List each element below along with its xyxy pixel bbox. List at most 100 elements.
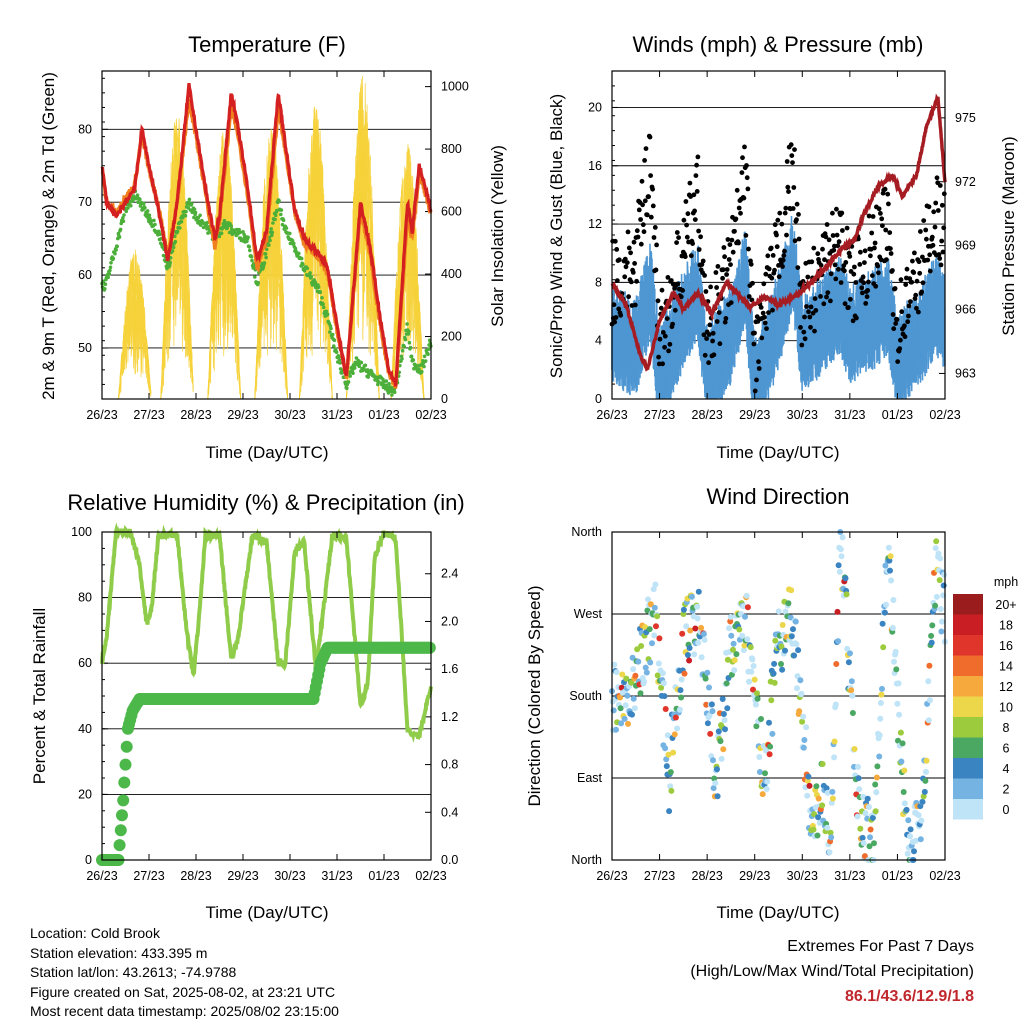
direction-point: [876, 732, 883, 739]
dewpoint-point: [138, 197, 142, 201]
wind-gust-point: [690, 241, 695, 247]
dewpoint-point: [329, 326, 333, 331]
dewpoint-point: [124, 209, 129, 214]
wind-gust-point: [635, 234, 641, 240]
wind-gust-point: [665, 275, 671, 280]
direction-frame: [611, 531, 946, 861]
winds-y2tick-label: 966: [955, 303, 976, 317]
direction-point: [867, 826, 874, 833]
wind-gust-point: [743, 233, 749, 238]
direction-point: [771, 679, 778, 686]
dewpoint-point: [108, 268, 112, 273]
direction-point: [845, 659, 852, 666]
wind-gust-point: [905, 319, 911, 325]
wind-gust-point: [882, 186, 888, 192]
dewpoint-point: [198, 213, 202, 218]
legend-label: 0: [1003, 803, 1010, 817]
recent-timestamp: Most recent data timestamp: 2025/08/02 2…: [30, 1003, 339, 1019]
direction-point: [768, 697, 775, 704]
wind-gust-point: [890, 312, 896, 317]
humidity-xtick-label: 02/23: [415, 869, 446, 883]
direction-point: [702, 675, 709, 682]
direction-point: [918, 817, 925, 824]
direction-point: [782, 647, 788, 654]
wind-gust-point: [858, 249, 863, 255]
winds-xtick-label: 27/23: [644, 408, 675, 422]
direction-point: [718, 755, 725, 762]
direction-point: [927, 697, 933, 704]
direction-point: [917, 836, 924, 843]
wind-gust-point: [694, 189, 700, 194]
dewpoint-point: [189, 202, 194, 206]
direction-point: [862, 810, 869, 817]
direction-point: [932, 545, 939, 552]
wind-gust-point: [654, 242, 659, 248]
wind-gust-point: [927, 268, 933, 274]
direction-point: [779, 622, 786, 628]
wind-gust-point: [836, 266, 841, 272]
temperature-frame: [101, 70, 432, 400]
direction-point: [635, 658, 642, 665]
direction-point: [740, 603, 747, 610]
wind-gust-point: [921, 218, 927, 224]
dewpoint-point: [111, 256, 116, 261]
direction-point: [891, 658, 897, 665]
direction-point: [806, 782, 813, 789]
dewpoint-point: [183, 213, 188, 218]
legend-swatch: [953, 799, 983, 820]
wind-gust-point: [756, 366, 762, 371]
wind-gust-point: [916, 259, 922, 265]
dewpoint-point: [299, 256, 304, 261]
dewpoint-point: [357, 364, 362, 369]
direction-point: [747, 644, 754, 651]
wind-gust-point: [643, 146, 649, 152]
wind-gust-point: [846, 305, 851, 310]
direction-ylabel-left: Direction (Colored By Speed): [525, 585, 544, 806]
wind-gust-point: [779, 221, 785, 227]
dewpoint-point: [171, 245, 176, 249]
dewpoint-point: [390, 393, 394, 397]
wind-gust-point: [907, 276, 913, 281]
winds-ytick-label: 4: [595, 334, 602, 348]
direction-point: [900, 789, 907, 795]
wind-gust-point: [777, 210, 783, 216]
dewpoint-point: [117, 235, 122, 239]
direction-point: [847, 650, 853, 657]
wind-gust-point: [926, 204, 932, 210]
direction-point: [895, 737, 901, 744]
direction-point: [629, 711, 635, 718]
direction-point: [746, 678, 752, 685]
wind-gust-point: [861, 280, 867, 286]
wind-gust-point: [728, 262, 733, 267]
wind-gust-point: [702, 273, 707, 278]
direction-point: [937, 606, 944, 612]
wind-gust-point: [702, 352, 708, 358]
direction-point: [838, 553, 845, 560]
winds-xtick-label: 28/23: [692, 408, 723, 422]
direction-point: [677, 687, 684, 694]
wind-gust-point: [788, 142, 794, 148]
wind-gust-point: [864, 294, 870, 300]
wind-gust-point: [648, 214, 654, 220]
direction-point: [799, 718, 806, 725]
direction-point: [788, 587, 795, 594]
winds-xtick-label: 30/23: [787, 408, 818, 422]
direction-point: [919, 798, 926, 805]
temperature-xlabel: Time (Day/UTC): [205, 443, 328, 462]
direction-point: [727, 613, 734, 620]
direction-ytick-label: West: [574, 607, 603, 621]
wind-gust-point: [824, 222, 830, 227]
wind-gust-point: [666, 348, 671, 354]
dewpoint-point: [402, 345, 407, 349]
direction-point: [643, 669, 650, 676]
dewpoint-point: [387, 382, 391, 386]
direction-point: [651, 604, 658, 611]
direction-point: [879, 620, 886, 627]
wind-gust-point: [745, 186, 751, 192]
wind-gust-point: [653, 267, 659, 273]
direction-point: [613, 726, 619, 733]
wind-gust-point: [672, 307, 678, 313]
wind-gust-point: [798, 325, 803, 330]
wind-gust-point: [916, 309, 921, 315]
wind-gust-point: [640, 222, 646, 228]
